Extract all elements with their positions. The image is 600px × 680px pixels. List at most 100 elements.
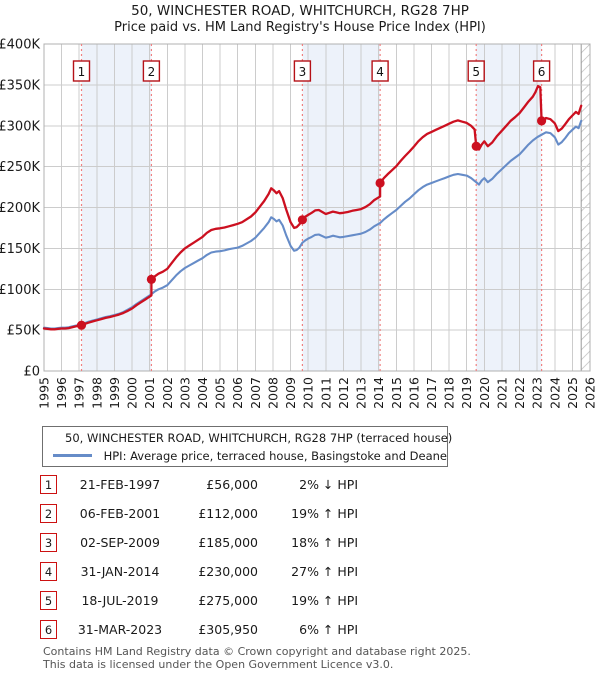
x-tick-label: 1995 — [37, 377, 52, 409]
x-tick-label: 2003 — [177, 377, 192, 409]
sale-number-label: 1 — [78, 65, 86, 79]
sale-point-marker — [471, 141, 481, 151]
x-tick-label: 2001 — [142, 377, 157, 409]
sale-point-marker — [375, 178, 385, 188]
y-tick-label: £100K — [0, 283, 40, 298]
y-tick-label: £300K — [0, 119, 40, 134]
sale-row-date: 02-SEP-2009 — [80, 535, 160, 550]
sale-table-row: 1 21-FEB-1997 £56,000 2% ↓ HPI — [0, 475, 600, 495]
sale-row-number: 5 — [40, 591, 57, 610]
x-tick-label: 2015 — [389, 377, 404, 409]
sale-row-price: £112,000 — [198, 506, 258, 521]
x-tick-label: 2008 — [266, 377, 281, 409]
sale-table-row: 2 06-FEB-2001 £112,000 19% ↑ HPI — [0, 504, 600, 524]
y-tick-label: £250K — [0, 160, 40, 175]
legend-label: HPI: Average price, terraced house, Basi… — [103, 448, 447, 463]
price-history-chart: 1 2 3 4 5 6 £0 £50K £100K £150K £200K £250K £300K £35… — [0, 38, 598, 409]
y-tick-label: £200K — [0, 201, 40, 216]
legend-item-1: HPI: Average price, terraced house, Basi… — [43, 447, 447, 465]
x-tick-label: 2011 — [318, 377, 333, 409]
sale-number-label: 3 — [299, 65, 307, 79]
x-tick-label: 2002 — [160, 377, 175, 409]
sale-row-price: £56,000 — [206, 477, 258, 492]
legend-label: 50, WINCHESTER ROAD, WHITCHURCH, RG28 7H… — [65, 430, 453, 445]
x-tick-label: 2025 — [565, 377, 580, 409]
y-tick-label: £400K — [0, 38, 40, 53]
licence-line-2: This data is licensed under the Open Gov… — [43, 657, 394, 671]
x-tick-label: 2026 — [583, 377, 598, 409]
property-price-line — [42, 84, 583, 331]
sale-number-label: 2 — [148, 65, 156, 79]
sale-number-box — [371, 60, 389, 82]
x-tick-label: 1999 — [107, 377, 122, 409]
y-tick-label: £50K — [7, 324, 41, 339]
sale-table-row: 5 18-JUL-2019 £275,000 19% ↑ HPI — [0, 591, 600, 611]
x-tick-label: 1998 — [89, 377, 104, 409]
x-tick-label: 2009 — [283, 377, 298, 409]
legend-line-swatch — [53, 454, 92, 457]
sale-row-date: 31-MAR-2023 — [77, 622, 163, 637]
sale-row-hpi-delta: 6% ↑ HPI — [299, 622, 358, 637]
x-tick-label: 2017 — [424, 377, 439, 409]
sale-number-box — [293, 60, 312, 82]
sale-number-box — [467, 60, 485, 82]
sale-number-box — [142, 60, 161, 82]
x-tick-label: 2013 — [354, 377, 369, 409]
chart-legend: 50, WINCHESTER ROAD, WHITCHURCH, RG28 7H… — [42, 426, 452, 467]
sale-row-number: 3 — [40, 533, 57, 552]
sale-point-marker — [537, 116, 547, 126]
y-tick-label: £150K — [0, 242, 40, 257]
sale-row-hpi-delta: 27% ↑ HPI — [291, 564, 358, 579]
sale-number-box — [72, 60, 91, 82]
licence-line-1: Contains HM Land Registry data © Crown c… — [43, 645, 471, 658]
y-tick-label: £0 — [23, 365, 40, 380]
sale-row-hpi-delta: 2% ↓ HPI — [299, 477, 358, 492]
sale-number-label: 6 — [538, 65, 546, 79]
x-tick-label: 2012 — [336, 377, 351, 409]
legend-item-0: 50, WINCHESTER ROAD, WHITCHURCH, RG28 7H… — [43, 429, 452, 447]
sale-row-date: 21-FEB-1997 — [79, 477, 161, 492]
sale-table-row: 6 31-MAR-2023 £305,950 6% ↑ HPI — [0, 620, 600, 640]
sale-row-number: 6 — [40, 620, 57, 639]
page-subtitle: Price paid vs. HM Land Registry's House … — [114, 20, 486, 35]
sale-row-price: £185,000 — [198, 535, 258, 550]
x-tick-label: 2023 — [530, 377, 545, 409]
x-tick-label: 2018 — [442, 377, 457, 409]
x-tick-label: 2000 — [125, 377, 140, 409]
sale-row-number: 2 — [40, 504, 57, 523]
sale-row-number: 1 — [40, 475, 57, 494]
x-tick-label: 2007 — [248, 377, 263, 409]
sale-point-marker — [146, 274, 156, 284]
y-tick-label: £350K — [0, 78, 40, 93]
x-tick-label: 2010 — [301, 377, 316, 409]
x-tick-label: 1996 — [54, 377, 69, 409]
licence-footer: Contains HM Land Registry data © Crown c… — [43, 645, 583, 671]
sale-row-hpi-delta: 19% ↑ HPI — [291, 506, 358, 521]
x-tick-label: 2020 — [477, 377, 492, 409]
x-tick-label: 2019 — [459, 377, 474, 409]
sale-row-price: £275,000 — [198, 593, 258, 608]
sale-row-date: 31-JAN-2014 — [80, 564, 160, 579]
sale-row-number: 4 — [40, 562, 57, 581]
sale-number-label: 5 — [472, 65, 480, 79]
sale-row-date: 06-FEB-2001 — [79, 506, 161, 521]
x-tick-label: 1997 — [72, 377, 87, 409]
x-tick-label: 2005 — [213, 377, 228, 409]
x-tick-label: 2004 — [195, 377, 210, 409]
sale-row-date: 18-JUL-2019 — [81, 593, 159, 608]
x-tick-label: 2006 — [230, 377, 245, 409]
x-tick-label: 2021 — [494, 377, 509, 409]
x-tick-label: 2014 — [371, 377, 386, 409]
sale-number-label: 4 — [376, 65, 384, 79]
plot-frame — [43, 43, 591, 372]
sale-row-price: £230,000 — [198, 564, 258, 579]
x-tick-label: 2022 — [512, 377, 527, 409]
x-tick-label: 2024 — [547, 377, 562, 409]
sale-table-row: 3 02-SEP-2009 £185,000 18% ↑ HPI — [0, 533, 600, 553]
sale-table-row: 4 31-JAN-2014 £230,000 27% ↑ HPI — [0, 562, 600, 582]
sale-number-box — [532, 60, 551, 82]
page-title: 50, WINCHESTER ROAD, WHITCHURCH, RG28 7H… — [131, 3, 469, 19]
sale-row-hpi-delta: 18% ↑ HPI — [291, 535, 358, 550]
sale-point-marker — [76, 320, 87, 330]
